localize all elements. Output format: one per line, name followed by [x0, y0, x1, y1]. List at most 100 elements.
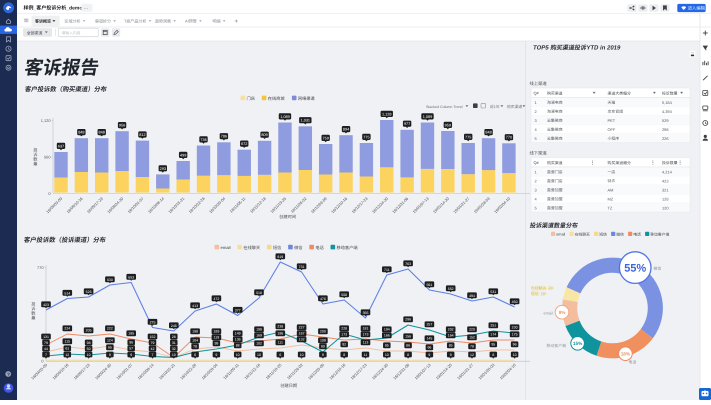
svg-text:413: 413	[192, 304, 198, 308]
svg-text:205: 205	[86, 329, 92, 333]
svg-text:4: 4	[535, 127, 538, 132]
svg-text:175: 175	[512, 333, 518, 337]
svg-text:111: 111	[278, 341, 283, 345]
svg-text:526: 526	[86, 290, 92, 294]
svg-text:T: T	[124, 19, 127, 24]
svg-text:31: 31	[172, 341, 176, 345]
svg-text:230: 230	[512, 326, 518, 330]
svg-text:email: email	[556, 233, 565, 237]
svg-text:531: 531	[490, 290, 496, 294]
svg-text:3: 3	[535, 187, 537, 192]
svg-text:99: 99	[214, 342, 218, 346]
svg-text:630: 630	[107, 278, 113, 282]
svg-text:763: 763	[405, 262, 411, 266]
svg-text:672: 672	[241, 142, 247, 146]
svg-text:472: 472	[213, 297, 219, 301]
svg-text:476: 476	[320, 297, 326, 301]
svg-text:email: email	[221, 245, 231, 250]
svg-text:189: 189	[213, 330, 219, 334]
svg-text:11: 11	[364, 353, 368, 357]
svg-text:173: 173	[363, 333, 369, 337]
svg-text:OFF: OFF	[608, 127, 616, 132]
svg-text:819: 819	[277, 255, 283, 259]
svg-text:113: 113	[363, 341, 369, 345]
svg-text:4,394: 4,394	[662, 109, 673, 114]
svg-text:296: 296	[405, 318, 411, 322]
svg-text:96: 96	[513, 343, 517, 347]
svg-text:529: 529	[662, 118, 669, 123]
svg-text:152: 152	[469, 336, 475, 340]
svg-text:848: 848	[485, 131, 491, 135]
svg-text:1,120: 1,120	[41, 118, 52, 123]
svg-text:: 1%: : 1%	[539, 292, 547, 296]
svg-text:321: 321	[662, 187, 669, 192]
svg-text:423: 423	[43, 303, 49, 307]
svg-text:1: 1	[494, 105, 496, 109]
svg-text:786: 786	[221, 135, 227, 139]
svg-text:44: 44	[44, 347, 48, 351]
svg-text:637: 637	[58, 144, 64, 148]
svg-text:7: 7	[152, 353, 154, 357]
svg-text:9: 9	[322, 353, 324, 357]
svg-text:10: 10	[236, 353, 240, 357]
svg-text:450: 450	[512, 300, 518, 304]
svg-text:194: 194	[384, 328, 390, 332]
svg-text:956: 956	[119, 124, 125, 128]
svg-text:PET: PET	[608, 118, 616, 123]
svg-text:61: 61	[65, 347, 69, 351]
svg-text:181: 181	[363, 327, 369, 331]
svg-text:109: 109	[320, 339, 326, 343]
svg-text:92: 92	[342, 343, 346, 347]
svg-text:518: 518	[256, 291, 262, 295]
svg-text:257: 257	[426, 323, 432, 327]
svg-text:494: 494	[469, 294, 475, 298]
svg-text:1: 1	[535, 169, 537, 174]
svg-text:15%: 15%	[573, 341, 583, 346]
svg-text:3: 3	[535, 118, 537, 123]
svg-text:10: 10	[513, 353, 517, 357]
svg-text:222: 222	[107, 327, 113, 331]
svg-text:1,128: 1,128	[382, 112, 392, 116]
svg-text:9: 9	[428, 353, 430, 357]
svg-text:355: 355	[363, 311, 369, 315]
svg-text:198: 198	[192, 330, 198, 334]
svg-text:508: 508	[341, 293, 347, 297]
svg-text:736: 736	[200, 138, 206, 142]
svg-text:591: 591	[426, 283, 432, 287]
svg-text:8: 8	[407, 353, 409, 357]
svg-text:10: 10	[257, 353, 261, 357]
svg-text:MZ: MZ	[608, 196, 614, 201]
svg-text:251: 251	[490, 324, 496, 328]
svg-text:AM: AM	[608, 187, 614, 192]
svg-text:85: 85	[449, 344, 453, 348]
svg-text:: 2%: : 2%	[546, 286, 554, 290]
svg-text:9: 9	[130, 353, 132, 357]
svg-text:YTD in 2019: YTD in 2019	[586, 45, 622, 52]
svg-text:185: 185	[128, 332, 134, 336]
svg-text:131: 131	[43, 335, 49, 339]
svg-text:167: 167	[299, 332, 305, 336]
svg-text:0: 0	[41, 359, 44, 364]
svg-text:169: 169	[256, 334, 262, 338]
svg-text:7: 7	[45, 353, 47, 357]
svg-text:AI: AI	[185, 19, 189, 24]
svg-text:1,031: 1,031	[301, 119, 311, 123]
svg-text:50: 50	[87, 347, 91, 351]
svg-text:0: 0	[48, 191, 51, 196]
svg-text:4: 4	[535, 196, 538, 201]
svg-text:Q#: Q#	[534, 91, 540, 96]
svg-text:731: 731	[299, 265, 305, 269]
svg-text:149: 149	[235, 332, 241, 336]
svg-text:28: 28	[172, 335, 176, 339]
svg-text:246: 246	[171, 324, 177, 328]
svg-text:275: 275	[150, 320, 156, 324]
svg-text:···: ···	[84, 6, 89, 12]
svg-text:10: 10	[385, 353, 389, 357]
svg-text:2: 2	[535, 178, 537, 183]
svg-text:1: 1	[535, 100, 537, 105]
svg-text:228: 228	[341, 327, 347, 331]
svg-text:18%: 18%	[621, 352, 631, 357]
svg-text:377: 377	[235, 308, 241, 312]
svg-text:227: 227	[299, 326, 305, 330]
svg-text:: 28: : 28	[539, 293, 545, 297]
